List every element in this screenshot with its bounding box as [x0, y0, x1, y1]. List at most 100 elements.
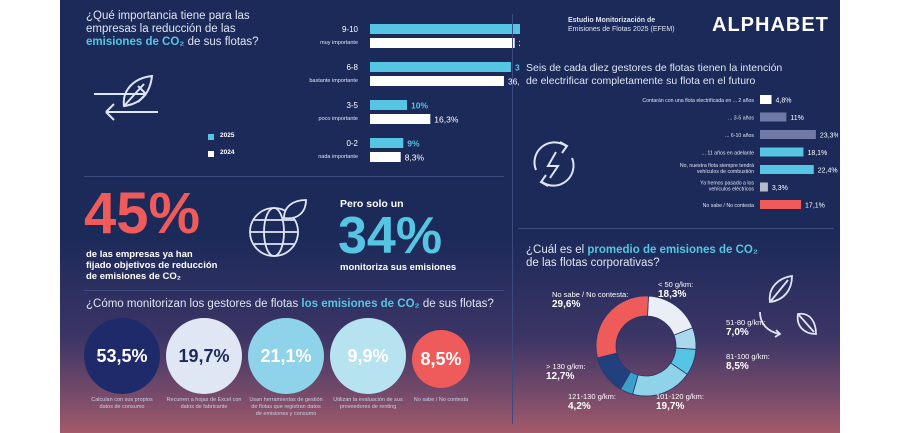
imp-value-label: 16,3%	[434, 115, 459, 125]
imp-value-label: 9%	[407, 139, 420, 149]
donut-label-51-80-name: 51-80 g/km:	[726, 318, 766, 327]
elec-category-label: vehículos de combustión	[697, 169, 754, 175]
imp-bar-2025	[370, 100, 407, 110]
monitor-caption-5: No sabe / No contesta	[413, 397, 469, 403]
elec-category-label: No sabe / No contesta	[703, 203, 754, 209]
emissions-donut-chart	[595, 295, 697, 397]
monitor-circle-4: 9,9%	[330, 318, 406, 394]
imp-category-label: bastante importante	[309, 78, 358, 84]
donut-label-51-80-value: 7,0%	[726, 327, 749, 338]
elec-category-label: ... 6-10 años	[725, 133, 754, 139]
elec-value-label: 3,3%	[772, 185, 788, 192]
donut-slice	[595, 295, 649, 359]
imp-bar-2025	[370, 62, 511, 72]
electric-recycle-icon	[533, 141, 575, 187]
monitor-caption-3: Usan herramientas de gestión de flotas q…	[249, 397, 323, 417]
stat-45-text-line1: de las empresas ya han	[86, 249, 193, 260]
donut-label-nsnc: No sabe / No contesta: 29,6%	[552, 290, 628, 310]
donut-label-lt50-value: 18,3%	[658, 289, 687, 300]
donut-label-nsnc-name: No sabe / No contesta:	[552, 290, 629, 299]
imp-range-label: 3-5	[346, 101, 358, 110]
imp-category-label: muy importante	[320, 40, 358, 46]
donut-label-81-100-name: 81-100 g/km:	[726, 352, 770, 361]
imp-value-label: 8,3%	[405, 153, 425, 163]
legend-2024-swatch	[208, 151, 214, 157]
donut-label-nsnc-value: 29,6%	[552, 299, 581, 310]
elec-category-label: ... 3-5 años	[728, 116, 754, 122]
imp-category-label: nada importante	[318, 154, 358, 160]
imp-bar-2024	[370, 76, 504, 86]
avg-question-line2: de las flotas corporativas?	[526, 257, 660, 269]
imp-value-label: 10%	[411, 101, 428, 111]
imp-bar-2024	[370, 38, 515, 48]
monitor-caption-4: Utilizan la evaluación de sus proveedore…	[333, 397, 403, 410]
elec-bar	[760, 200, 802, 209]
elec-category-label: No, nuestra flota siempre tendrá	[680, 163, 754, 169]
infographic: ¿Qué importancia tiene para las empresas…	[60, 0, 840, 433]
donut-label-101-120-name: 101-120 g/km:	[656, 392, 704, 401]
stat-34-text: monitoriza sus emisiones	[340, 262, 457, 273]
electrify-title-line1: Seis de cada diez gestores de flotas tie…	[526, 62, 783, 74]
monitor-circle-2: 19,7%	[166, 318, 242, 394]
monitor-question-end: de sus flotas?	[419, 298, 494, 310]
elec-value-label: 23,3%	[820, 133, 838, 140]
donut-label-101-120: 101-120 g/km: 19,7%	[656, 392, 704, 412]
elec-value-label: 11%	[790, 115, 804, 122]
avg-question-highlight: promedio de emisiones de CO₂	[587, 244, 758, 256]
stat-34-intro: Pero solo un	[340, 198, 404, 210]
stat-45-text-line2: fijado objetivos de reducción	[86, 260, 218, 271]
importance-question-line1: ¿Qué importancia tiene para las	[86, 10, 250, 22]
leaves-recycle-icon	[759, 274, 817, 338]
avg-question-start: ¿Cuál es el	[526, 244, 588, 256]
imp-bar-2025	[370, 138, 404, 148]
monitor-caption-1: Calculan con sus propios datos de consum…	[91, 397, 153, 410]
elec-category-label: Ya hemos pasado a los	[700, 181, 754, 187]
monitor-question-start: ¿Cómo monitorizan los gestores de flotas	[86, 298, 302, 310]
donut-label-81-100-value: 8,5%	[726, 361, 749, 372]
elec-bar	[760, 112, 787, 122]
importance-question-line2: empresas la reducción de las	[86, 23, 236, 35]
globe-leaf-icon	[249, 199, 307, 257]
divider	[84, 176, 504, 177]
donut-slice	[647, 295, 694, 336]
study-title-line2: Emisiones de Flotas 2025 (EFEM)	[568, 26, 675, 33]
elec-value-label: 18,1%	[807, 150, 827, 157]
importance-question-line3: emisiones de CO₂ de sus flotas?	[86, 36, 259, 49]
elec-value-label: 17,1%	[805, 203, 825, 210]
legend-2025-label: 2025	[220, 132, 235, 139]
elec-bar	[760, 130, 816, 139]
imp-bar-2025	[370, 24, 520, 34]
elec-bar	[760, 165, 814, 174]
divider	[84, 290, 504, 291]
stat-45-text-line3: de emisiones de CO₂	[86, 271, 182, 282]
donut-label-121-130-name: 121-130 g/km:	[568, 392, 616, 401]
elec-category-label: vehículos eléctricos	[709, 187, 755, 193]
importance-question-end: de sus flotas?	[184, 36, 259, 48]
electrify-title-line2: de electrificar completamente su flota e…	[526, 75, 756, 87]
donut-label-51-80: 51-80 g/km: 7,0%	[726, 318, 766, 338]
imp-value-label: 38,1%	[515, 63, 520, 73]
stat-34-value: 34%	[338, 207, 443, 265]
study-title-line1: Estudio Monitorización de	[568, 17, 656, 24]
divider	[518, 228, 834, 229]
avg-question-line1: ¿Cuál es el promedio de emisiones de CO₂	[526, 244, 758, 257]
imp-range-label: 0-2	[346, 139, 358, 148]
elec-bar	[760, 182, 768, 192]
imp-category-label: poco importante	[319, 116, 358, 122]
monitor-question: ¿Cómo monitorizan los gestores de flotas…	[86, 298, 494, 311]
elec-category-label: Contarán con una flota electrificada en …	[642, 98, 754, 104]
monitor-circle-1: 53,5%	[84, 318, 160, 394]
imp-range-label: 6-8	[346, 63, 358, 72]
imp-value-label: 36,2%	[508, 77, 520, 87]
donut-label-gt130-value: 12,7%	[546, 371, 575, 382]
legend-2025-swatch	[208, 134, 214, 140]
monitor-circle-5: 8,5%	[412, 330, 470, 388]
alphabet-logo: ALPHABET	[712, 14, 829, 36]
donut-label-101-120-value: 19,7%	[656, 401, 685, 412]
donut-label-lt50-name: < 50 g/km:	[658, 280, 694, 289]
donut-label-121-130: 121-130 g/km: 4,2%	[568, 392, 616, 412]
monitor-caption-2: Recurren a hojas de Excel con datos de f…	[166, 397, 242, 410]
imp-range-label: 9-10	[342, 25, 359, 34]
elec-bar	[760, 95, 772, 104]
